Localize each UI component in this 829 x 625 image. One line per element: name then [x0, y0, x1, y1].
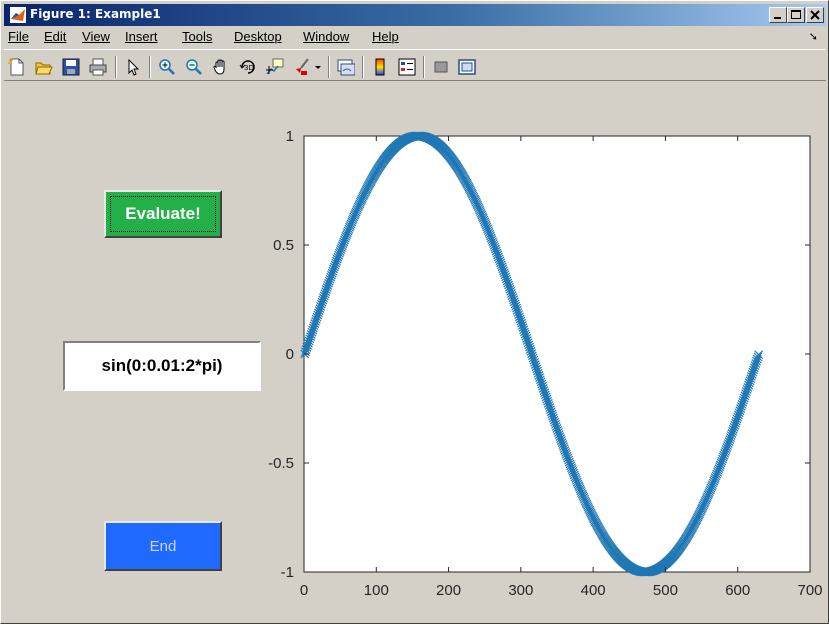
evaluate-button[interactable]: Evaluate!: [104, 190, 222, 238]
open-file-icon: [35, 62, 53, 75]
focus-rectangle: [110, 196, 216, 232]
y-tick-label: -0.5: [268, 455, 294, 472]
close-icon: [810, 10, 820, 20]
x-tick-label: 0: [300, 582, 308, 599]
svg-text:3D: 3D: [244, 64, 254, 72]
toolbar-separator: [328, 56, 330, 78]
zoom-in-button[interactable]: [156, 56, 178, 78]
menu-file[interactable]: File: [8, 29, 29, 44]
menu-view[interactable]: View: [82, 29, 110, 44]
zoom-out-button[interactable]: [183, 56, 205, 78]
legend-button[interactable]: [396, 56, 418, 78]
data-point: [753, 352, 763, 362]
open-file-button[interactable]: [33, 56, 55, 78]
toolbar-separator: [149, 56, 151, 78]
menu-edit[interactable]: Edit: [44, 29, 67, 44]
print-button[interactable]: [87, 56, 109, 78]
y-tick-label: -1: [281, 564, 294, 581]
menu-help[interactable]: Help: [372, 29, 399, 44]
colorbar-icon: [375, 58, 385, 76]
toolbar-separator: [115, 56, 117, 78]
hide-plot-tools-icon: [434, 61, 448, 73]
link-plot-icon: [337, 59, 355, 76]
minimize-button[interactable]: [769, 7, 787, 23]
toolbar-separator: [362, 56, 364, 78]
colorbar-button[interactable]: [369, 56, 391, 78]
menu-window[interactable]: Window: [303, 29, 350, 44]
maximize-icon: [791, 10, 801, 19]
toolbar-separator: [423, 56, 425, 78]
menu-bar: File Edit View Insert Tools Desktop Wind…: [4, 28, 826, 46]
brush-icon: [296, 58, 309, 75]
data-point: [754, 350, 764, 360]
legend-icon: [398, 58, 416, 76]
new-figure-button[interactable]: [6, 56, 28, 78]
dock-arrow-icon[interactable]: ➘: [808, 31, 818, 43]
menu-insert[interactable]: Insert: [125, 29, 158, 44]
zoom-in-icon: [159, 59, 175, 75]
x-tick-label: 600: [725, 582, 750, 599]
close-button[interactable]: [806, 7, 824, 23]
x-tick-label: 700: [797, 582, 822, 599]
y-tick-label: 0.5: [273, 237, 294, 254]
rotate-3d-icon: 3D: [239, 60, 255, 74]
print-icon: [89, 58, 107, 76]
chevron-down-icon: [315, 66, 321, 69]
brush-button[interactable]: [291, 56, 313, 78]
show-plot-tools-button[interactable]: [456, 56, 478, 78]
minimize-icon: [774, 17, 781, 19]
end-button[interactable]: End: [104, 521, 222, 571]
save-button[interactable]: [60, 56, 82, 78]
x-tick-label: 100: [364, 582, 389, 599]
plot-area: [303, 135, 811, 573]
save-icon: [62, 58, 80, 76]
x-tick-label: 300: [508, 582, 533, 599]
zoom-out-icon: [186, 59, 202, 75]
menu-desktop[interactable]: Desktop: [234, 29, 282, 44]
pan-button[interactable]: [210, 56, 232, 78]
pan-icon: [213, 59, 225, 75]
window-title: Figure 1: Example1: [30, 7, 161, 21]
x-tick-label: 200: [436, 582, 461, 599]
evaluate-button-label: Evaluate!: [125, 204, 201, 223]
pointer-icon: [128, 58, 140, 76]
data-cursor-icon: [266, 58, 284, 75]
menu-tools[interactable]: Tools: [182, 29, 213, 44]
data-series: [300, 131, 764, 577]
show-plot-tools-icon: [458, 59, 476, 75]
x-tick-label: 500: [653, 582, 678, 599]
expression-input-value: sin(0:0.01:2*pi): [101, 356, 223, 375]
matlab-logo-icon: [10, 7, 26, 23]
expression-input[interactable]: sin(0:0.01:2*pi): [63, 341, 261, 391]
data-cursor-button[interactable]: [264, 56, 286, 78]
hide-plot-tools-button[interactable]: [430, 56, 452, 78]
rotate-3d-button[interactable]: 3D: [237, 56, 259, 78]
pointer-button[interactable]: [122, 56, 144, 78]
maximize-button[interactable]: [787, 7, 805, 23]
title-bar[interactable]: Figure 1: Example1: [4, 4, 826, 26]
y-tick-label: 1: [286, 128, 294, 145]
end-button-label: End: [149, 537, 177, 555]
new-figure-icon: [8, 58, 24, 76]
link-plot-button[interactable]: [335, 56, 357, 78]
brush-dropdown[interactable]: [312, 56, 322, 78]
figure-toolbar: 3D: [4, 49, 826, 81]
y-tick-label: 0: [286, 346, 294, 363]
x-tick-label: 400: [581, 582, 606, 599]
